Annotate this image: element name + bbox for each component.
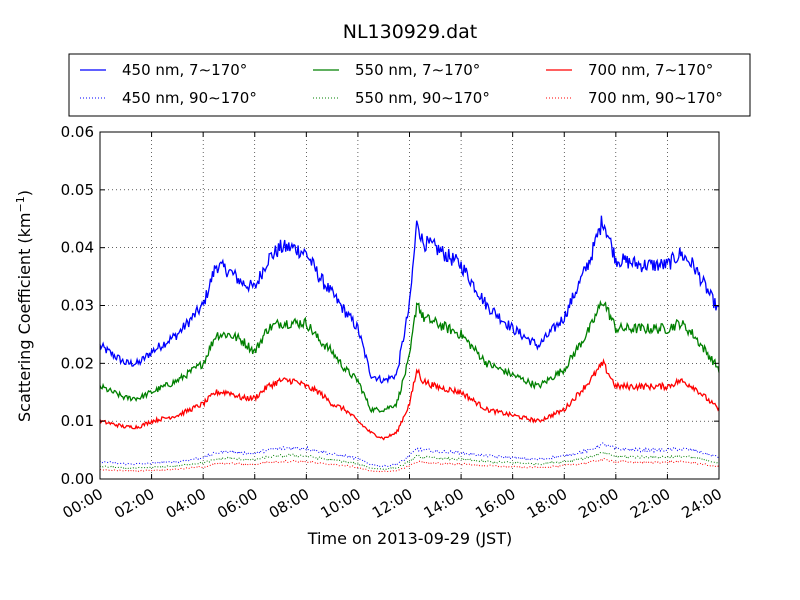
legend-label: 550 nm, 7∼170° <box>355 61 480 79</box>
x-tick-label: 08:00 <box>266 485 312 522</box>
y-tick-label: 0.03 <box>61 297 94 315</box>
x-tick-label: 24:00 <box>679 485 725 522</box>
y-tick-label: 0.01 <box>61 412 94 430</box>
series-line-2 <box>99 299 720 414</box>
x-tick-label: 02:00 <box>111 485 157 522</box>
y-axis-label-close: ) <box>15 190 34 196</box>
series-line-6 <box>99 457 720 473</box>
legend-label: 550 nm, 90∼170° <box>355 89 490 107</box>
y-tick-label: 0.02 <box>61 354 94 372</box>
y-ticks: 0.00 0.01 0.02 0.03 0.04 0.05 0.06 <box>61 123 719 488</box>
chart-title: NL130929.dat <box>343 21 478 43</box>
series-line-4 <box>99 442 720 468</box>
x-tick-label: 18:00 <box>524 485 570 522</box>
x-axis-label: Time on 2013-09-29 (JST) <box>307 529 512 548</box>
y-axis-label-sup: −1 <box>14 196 27 212</box>
series-line-3 <box>99 358 720 441</box>
y-tick-label: 0.00 <box>61 470 94 488</box>
legend: 450 nm, 7∼170° 550 nm, 7∼170° 700 nm, 7∼17… <box>68 53 751 117</box>
plot-lines <box>99 215 720 473</box>
x-tick-label: 04:00 <box>163 485 209 522</box>
x-ticks: 00:00 02:00 04:00 06:00 08:00 10:00 12:00 14:00… <box>60 132 725 522</box>
legend-label: 450 nm, 90∼170° <box>122 89 257 107</box>
y-tick-label: 0.06 <box>61 123 94 141</box>
x-tick-label: 22:00 <box>627 485 673 522</box>
x-tick-label: 16:00 <box>472 485 518 522</box>
legend-label: 450 nm, 7∼170° <box>122 61 247 79</box>
legend-label: 700 nm, 7∼170° <box>588 61 713 79</box>
y-tick-label: 0.05 <box>61 181 94 199</box>
x-tick-label: 00:00 <box>60 485 106 522</box>
series-line-1 <box>99 215 720 384</box>
legend-label: 700 nm, 90∼170° <box>588 89 723 107</box>
series-line-5 <box>99 451 720 471</box>
y-axis-label-main: Scattering Coefficient (km <box>15 212 34 422</box>
x-tick-label: 14:00 <box>421 485 467 522</box>
y-axis-label: Scattering Coefficient (km−1) <box>14 190 34 422</box>
y-tick-label: 0.04 <box>61 239 94 257</box>
x-tick-label: 20:00 <box>575 485 621 522</box>
legend-box <box>68 53 751 117</box>
x-tick-label: 10:00 <box>317 485 363 522</box>
x-tick-label: 06:00 <box>214 485 260 522</box>
x-tick-label: 12:00 <box>369 485 415 522</box>
